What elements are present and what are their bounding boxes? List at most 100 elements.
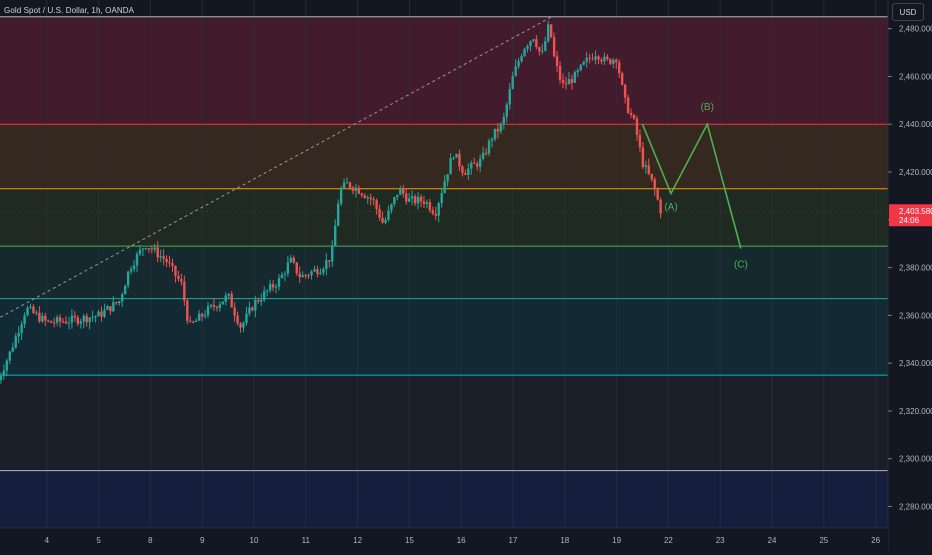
candle-body <box>416 196 420 204</box>
candle-body <box>573 72 577 83</box>
candle-body <box>425 202 429 204</box>
candle-body <box>70 315 74 323</box>
candle-body <box>325 260 328 270</box>
candle-body <box>2 370 6 376</box>
candle-body <box>410 196 414 199</box>
candle-body <box>511 75 514 90</box>
candle-body <box>292 257 295 263</box>
candle-body <box>366 197 369 199</box>
candle-body <box>431 210 435 214</box>
candle-body <box>248 307 251 314</box>
candle-body <box>82 315 85 322</box>
candle-body <box>257 300 260 302</box>
candle-body <box>245 313 248 323</box>
candle-body <box>538 47 541 52</box>
candle-body <box>419 196 423 202</box>
time-axis[interactable]: 4 5 8 9 10 11 12 15 16 17 18 19 22 23 24 25 26 <box>45 536 881 545</box>
candle-body <box>192 321 195 323</box>
candle-body <box>375 200 378 210</box>
candle-body <box>38 312 41 322</box>
x-tick-label-17: 17 <box>509 536 518 545</box>
candle-body <box>363 195 366 198</box>
candle-body <box>138 249 142 255</box>
candle-body <box>609 59 612 64</box>
candle-body <box>177 275 180 280</box>
x-tick-label-5: 5 <box>96 536 101 545</box>
last-price-countdown: 24:06 <box>899 216 920 225</box>
candle-body <box>499 123 503 132</box>
candle-body <box>461 166 464 174</box>
candle-body <box>218 304 222 308</box>
candle-body <box>452 157 455 159</box>
candle-body <box>212 304 216 307</box>
candle-body <box>126 271 130 286</box>
horizontal-levels <box>0 16 888 472</box>
candle-body <box>641 147 645 168</box>
price-axis-background <box>888 0 932 550</box>
x-tick-label-16: 16 <box>457 536 466 545</box>
candle-body <box>576 70 579 73</box>
candle-body <box>618 62 621 74</box>
candle-body <box>165 258 168 263</box>
candle-body <box>50 320 53 323</box>
candle-body <box>393 197 396 205</box>
candle-body <box>61 321 65 323</box>
candle-body <box>342 182 346 189</box>
candle-body <box>650 173 653 180</box>
candle-body <box>547 24 550 42</box>
x-tick-label-22: 22 <box>664 536 673 545</box>
zone-4 <box>0 298 888 376</box>
candle-body <box>58 317 62 322</box>
candle-body <box>242 322 245 328</box>
candle-body <box>271 284 275 288</box>
candle-body <box>351 187 355 191</box>
candle-body <box>508 89 511 105</box>
x-tick-label-26: 26 <box>871 536 880 545</box>
candle-body <box>558 65 562 81</box>
candle-body <box>55 317 59 323</box>
candle-body <box>168 262 171 264</box>
candle-body <box>35 312 38 314</box>
candle-body <box>144 248 148 250</box>
candle-body <box>307 275 310 277</box>
candle-body <box>384 219 387 223</box>
candle-body <box>387 210 390 220</box>
candle-body <box>129 269 133 272</box>
x-tick-label-9: 9 <box>200 536 205 545</box>
candle-body <box>428 202 432 211</box>
candle-body <box>481 152 485 159</box>
candle-body <box>200 313 204 317</box>
candle-body <box>319 272 322 275</box>
candle-body <box>591 58 594 60</box>
y-tick-label: 2,420.000 <box>899 168 932 177</box>
y-tick-label: 2,480.000 <box>899 25 932 34</box>
candle-body <box>5 360 9 371</box>
candle-body <box>209 304 213 307</box>
candle-body <box>189 320 192 322</box>
candle-body <box>647 165 650 174</box>
y-tick-label: 2,280.000 <box>899 502 932 511</box>
candle-body <box>620 73 624 85</box>
candle-body <box>360 193 364 196</box>
candle-body <box>162 256 165 259</box>
candle-body <box>354 187 358 191</box>
candle-body <box>274 286 278 288</box>
elliott-wave-projection: (A) (B) (C) <box>641 102 748 271</box>
candle-body <box>289 257 293 263</box>
candle-body <box>348 182 352 188</box>
candle-body <box>106 306 109 310</box>
candle-body <box>437 203 440 216</box>
candle-body <box>11 347 14 352</box>
candle-body <box>588 57 591 59</box>
candle-body <box>381 217 384 223</box>
candle-body <box>304 275 307 277</box>
currency-button[interactable]: USD <box>892 3 924 21</box>
x-tick-label-18: 18 <box>560 536 569 545</box>
candle-body <box>612 59 615 64</box>
y-tick-label: 2,300.000 <box>899 455 932 464</box>
candle-body <box>523 48 526 57</box>
time-axis-background <box>0 528 888 550</box>
